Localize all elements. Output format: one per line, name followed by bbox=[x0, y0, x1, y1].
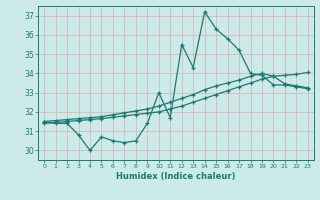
X-axis label: Humidex (Indice chaleur): Humidex (Indice chaleur) bbox=[116, 172, 236, 181]
